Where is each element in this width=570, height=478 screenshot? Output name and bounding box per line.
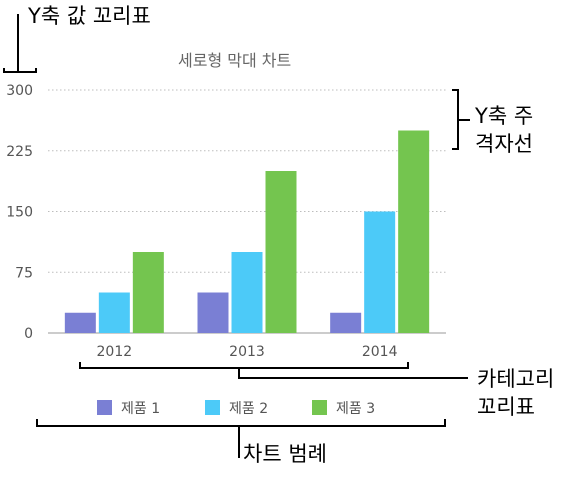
chart-title: 세로형 막대 차트 [178, 51, 292, 70]
y-tick-label: 0 [24, 326, 33, 342]
y-tick-label: 75 [15, 265, 33, 281]
legend-item: 제품 1 [97, 400, 160, 417]
bar [398, 130, 430, 333]
annotation-y-gridlines-line2: 격자선 [475, 132, 533, 156]
annotation-y-tick-labels: Y축 값 꼬리표 [28, 4, 151, 28]
legend-item: 제품 2 [205, 400, 268, 417]
bar [98, 292, 130, 333]
category-label: 2013 [229, 344, 265, 360]
annotation-y-gridlines-line1: Y축 주 [475, 104, 534, 128]
annotation-category-labels-line2: 꼬리표 [477, 395, 535, 419]
legend-annotation-bracket [36, 419, 446, 427]
category-label: 2012 [97, 344, 133, 360]
legend-label: 제품 2 [229, 401, 268, 417]
bar [265, 171, 297, 333]
legend-swatch [312, 400, 327, 415]
bar [364, 211, 396, 333]
bar [197, 292, 229, 333]
y-tick-label: 225 [6, 144, 33, 160]
legend-item: 제품 3 [312, 400, 375, 417]
category-annotation-leader [238, 368, 468, 379]
legend-swatch [97, 400, 112, 415]
legend-label: 제품 1 [121, 401, 160, 417]
category-label: 2014 [362, 344, 398, 360]
y-tick-label: 150 [6, 205, 33, 221]
category-labels: 2012 2013 2014 [97, 344, 398, 360]
bar [231, 252, 263, 333]
annotation-legend: 차트 범례 [243, 442, 327, 466]
bars [64, 130, 430, 333]
y-tick-labels: 0 75 150 225 300 [6, 83, 33, 342]
y-grid-annotation-bracket [452, 89, 459, 150]
y-tick-label: 300 [6, 83, 33, 99]
bar [132, 252, 164, 333]
legend-label: 제품 3 [336, 401, 375, 417]
legend: 제품 1 제품 2 제품 3 [97, 400, 375, 417]
annotation-brackets [3, 14, 470, 458]
legend-swatch [205, 400, 220, 415]
y-tick-annotation-bracket [3, 68, 37, 73]
category-annotation-bracket [79, 362, 409, 369]
bar [330, 312, 362, 333]
annotation-category-labels-line1: 카테고리 [477, 367, 555, 391]
bar [64, 312, 96, 333]
